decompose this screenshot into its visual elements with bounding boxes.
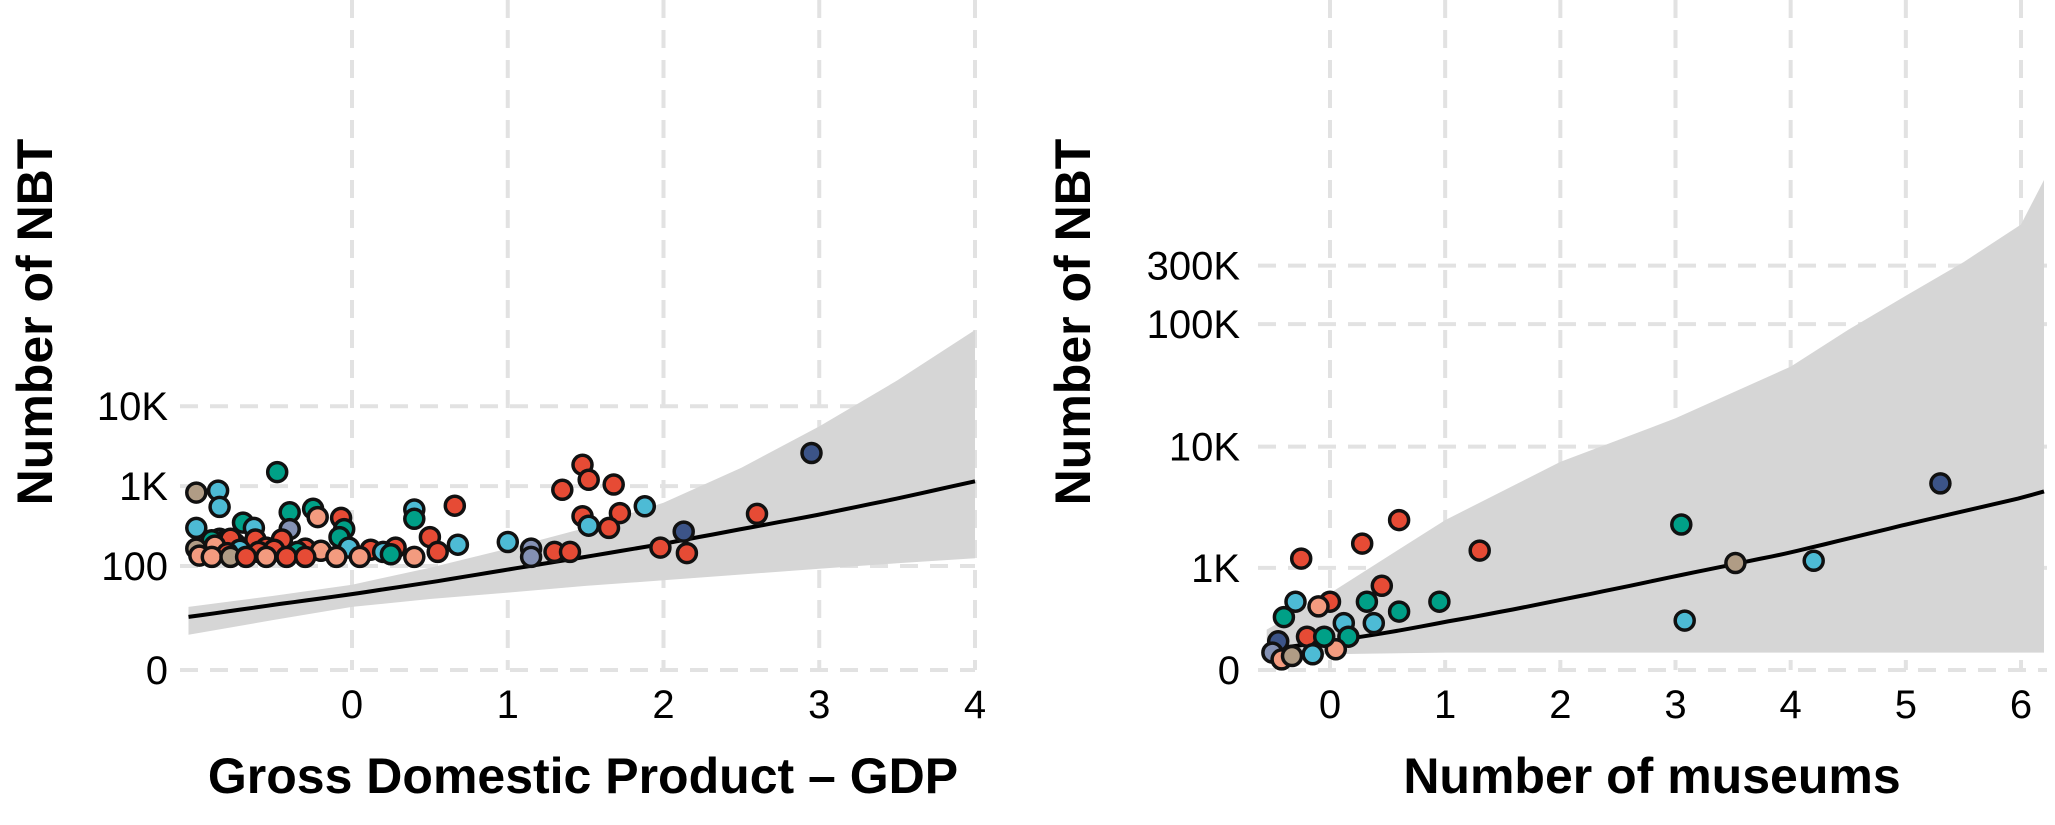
x-tick-label: 1	[497, 683, 519, 727]
gdp-confidence-band	[188, 330, 975, 635]
data-point	[1673, 609, 1696, 632]
data-point	[1289, 547, 1313, 570]
data-point	[255, 545, 278, 569]
data-point	[1387, 600, 1411, 623]
data-point	[443, 494, 467, 517]
museums-scatter-panel: 0 1 2 3 4 5 6 0 1K 10K 100K 300K Number of museums…	[1045, 0, 2047, 804]
data-point	[426, 540, 449, 564]
data-point	[275, 545, 298, 569]
y-tick-label: 0	[1218, 649, 1240, 693]
data-point	[496, 530, 520, 554]
x-tick-label: 0	[341, 683, 363, 727]
data-point	[1284, 590, 1307, 613]
museums-y-axis-title: Number of NBT	[1045, 139, 1101, 506]
gdp-scatter-panel: 0 1 2 3 4 0 100 1K 10K Gross Domestic Product –…	[7, 0, 986, 804]
data-point	[745, 502, 769, 526]
data-point	[403, 507, 426, 531]
data-point	[551, 478, 574, 502]
x-tick-label: 5	[1895, 683, 1917, 727]
museums-fit-line	[1266, 489, 2045, 652]
y-tick-label: 100K	[1147, 303, 1241, 347]
data-point	[1355, 590, 1379, 613]
data-point	[649, 536, 672, 559]
data-point	[234, 545, 258, 569]
data-point	[1362, 611, 1386, 635]
x-tick-label: 3	[808, 683, 830, 727]
y-tick-label: 10K	[1169, 426, 1240, 470]
gdp-y-ticks: 0 100 1K 10K	[97, 385, 168, 693]
museums-y-ticks: 0 1K 10K 100K 300K	[1147, 245, 1241, 693]
data-point	[633, 495, 657, 518]
data-point	[602, 473, 625, 496]
data-point	[306, 505, 329, 529]
y-tick-label: 300K	[1147, 245, 1241, 289]
y-tick-label: 100	[101, 545, 168, 589]
data-point	[672, 520, 695, 543]
data-point	[200, 545, 224, 569]
gdp-x-ticks: 0 1 2 3 4	[341, 683, 986, 727]
data-point	[800, 441, 823, 465]
data-point	[1468, 539, 1491, 562]
data-point	[597, 516, 621, 540]
data-point	[1387, 508, 1411, 532]
x-tick-label: 2	[1549, 683, 1571, 727]
museums-x-axis-title: Number of museums	[1403, 748, 1900, 804]
x-tick-label: 1	[1434, 683, 1456, 727]
gdp-points	[185, 441, 823, 569]
data-point	[1929, 472, 1952, 495]
x-tick-label: 3	[1664, 683, 1686, 727]
x-tick-label: 4	[964, 683, 986, 727]
gdp-x-axis-title: Gross Domestic Product – GDP	[208, 748, 958, 804]
data-point	[1428, 590, 1451, 613]
data-point	[675, 541, 699, 565]
y-tick-label: 1K	[1191, 547, 1240, 591]
data-point	[1301, 643, 1324, 666]
x-tick-label: 6	[2010, 683, 2032, 727]
museums-points	[1261, 472, 1952, 671]
data-point	[577, 468, 600, 492]
data-point	[1280, 644, 1304, 668]
y-tick-label: 10K	[97, 385, 168, 429]
data-point	[325, 545, 348, 569]
museums-x-ticks: 0 1 2 3 4 5 6	[1319, 683, 2032, 727]
data-point	[265, 460, 289, 484]
data-point	[379, 543, 403, 566]
data-point	[1802, 549, 1825, 573]
data-point	[577, 514, 600, 537]
data-point	[1312, 625, 1336, 648]
data-point	[1670, 513, 1693, 536]
data-point	[608, 501, 632, 525]
data-point	[403, 545, 426, 569]
y-tick-label: 0	[146, 649, 168, 693]
data-point	[1724, 551, 1747, 575]
data-point	[1350, 532, 1374, 555]
gdp-fit-line	[188, 479, 976, 619]
data-point	[1272, 605, 1296, 629]
y-tick-label: 1K	[119, 465, 168, 509]
x-tick-label: 4	[1780, 683, 1802, 727]
x-tick-label: 0	[1319, 683, 1341, 727]
data-point	[519, 545, 543, 569]
data-point	[348, 545, 372, 569]
x-tick-label: 2	[652, 683, 674, 727]
gdp-y-axis-title: Number of NBT	[7, 139, 63, 506]
data-point	[294, 545, 317, 569]
data-point	[1370, 574, 1394, 598]
data-point	[185, 481, 208, 504]
data-point	[208, 495, 231, 519]
data-point	[446, 533, 470, 556]
data-point	[558, 540, 582, 564]
data-point	[1307, 595, 1330, 618]
